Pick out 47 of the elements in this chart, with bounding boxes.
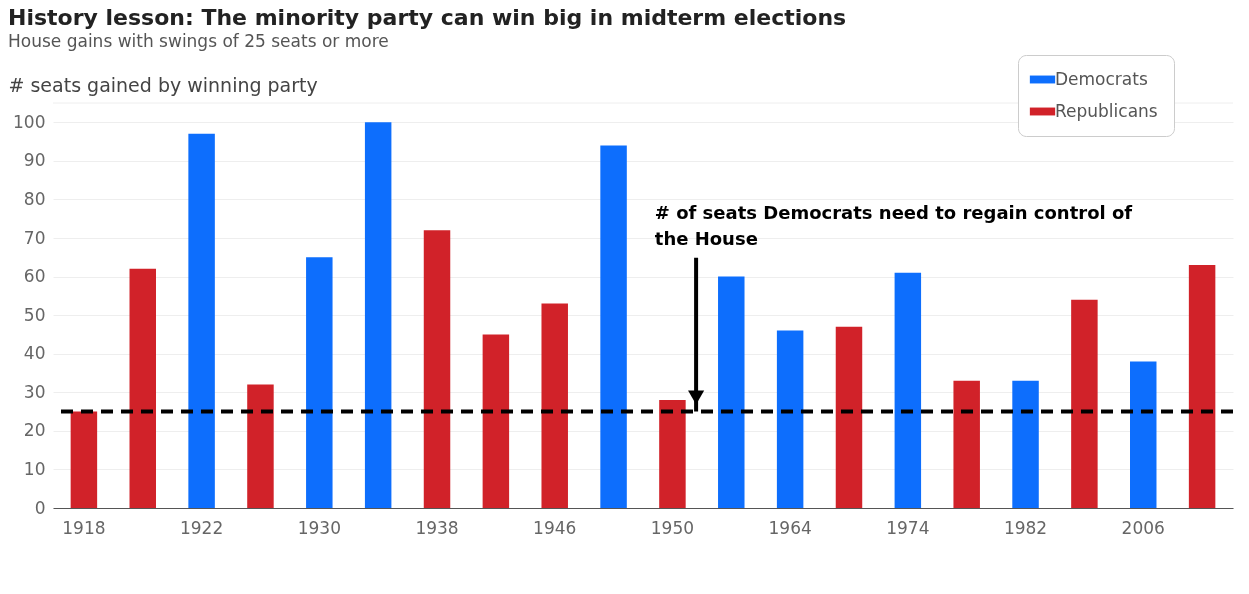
bar	[894, 272, 922, 508]
x-tick-label: 1938	[415, 517, 459, 538]
x-tick-label: 1974	[886, 517, 930, 538]
chart-title: History lesson: The minority party can win big in midterm elections	[8, 4, 847, 30]
bar	[423, 230, 451, 508]
y-tick-label: 80	[23, 188, 46, 209]
bar	[953, 380, 980, 508]
y-tick-label: 100	[13, 111, 46, 132]
x-tick-label: 1950	[650, 517, 695, 538]
y-tick-label: 90	[23, 150, 46, 171]
x-tick-label: 1930	[297, 517, 341, 538]
bar	[188, 133, 215, 508]
y-tick-label: 70	[23, 227, 46, 248]
legend-label: Democrats	[1055, 68, 1148, 89]
y-tick-label: 60	[23, 266, 46, 287]
bar	[247, 384, 274, 508]
x-tick-label: 1964	[768, 517, 812, 538]
x-tick-label: 1946	[533, 517, 577, 538]
chart-subtitle: House gains with swings of 25 seats or more	[8, 30, 389, 51]
x-tick-label: 2006	[1121, 517, 1165, 538]
x-tick-label: 1922	[179, 517, 224, 538]
bar	[1130, 361, 1157, 508]
y-tick-label: 40	[23, 343, 46, 364]
bar	[600, 145, 627, 508]
bar	[718, 276, 745, 508]
bar	[364, 122, 392, 508]
x-tick-label: 1982	[1003, 517, 1048, 538]
bar	[1188, 265, 1216, 508]
x-tick-label: 1918	[62, 517, 106, 538]
bar	[776, 330, 804, 508]
y-axis-title: # seats gained by winning party	[8, 73, 318, 96]
bar	[659, 400, 686, 508]
bar	[541, 303, 568, 508]
bar	[835, 326, 863, 508]
y-tick-label: 20	[23, 420, 46, 441]
bar	[1012, 380, 1039, 508]
legend-label: Republicans	[1055, 100, 1158, 121]
bar	[1071, 299, 1098, 508]
bar	[482, 334, 510, 508]
bar	[129, 268, 156, 508]
y-tick-label: 50	[23, 304, 46, 325]
ref-line-label: # of seats Democrats need to regain control of the House	[654, 202, 1133, 250]
bar	[306, 257, 333, 508]
bar	[70, 411, 98, 508]
y-tick-label: 10	[23, 458, 46, 479]
y-tick-label: 0	[34, 497, 46, 518]
y-tick-label: 30	[23, 381, 46, 402]
